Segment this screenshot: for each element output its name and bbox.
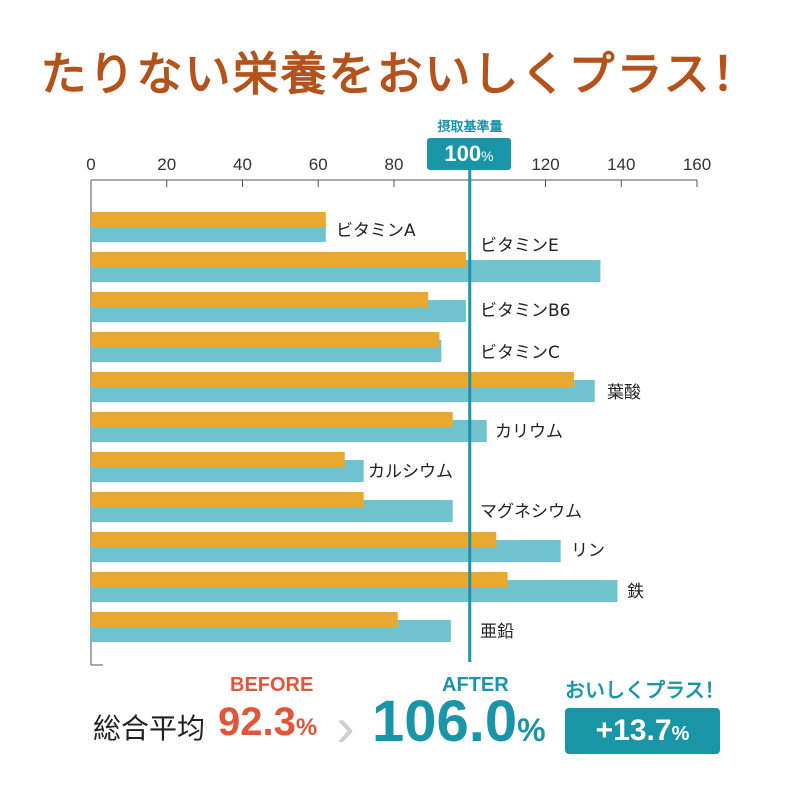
summary-label: 総合平均	[93, 712, 206, 745]
bar-before	[91, 612, 398, 628]
plus-label: おいしくプラス！	[565, 678, 725, 702]
category-label: ビタミンE	[480, 236, 559, 256]
bar-before	[91, 252, 466, 268]
category-label: カルシウム	[368, 462, 453, 482]
before-value: 92.3%	[218, 700, 317, 745]
x-tick-label: 160	[683, 155, 711, 174]
category-label: カリウム	[495, 422, 563, 442]
category-label: ビタミンC	[480, 343, 560, 363]
bar-before	[91, 372, 574, 388]
bar-before	[91, 292, 429, 308]
category-label: リン	[571, 541, 605, 561]
x-tick-label: 20	[157, 155, 176, 174]
chart-title: たりない栄養をおいしくプラス！	[40, 47, 760, 101]
bar-before	[91, 332, 440, 348]
bar-before	[91, 452, 345, 468]
after-value: 106.0%	[372, 688, 546, 755]
reference-value: 100	[444, 141, 482, 166]
x-tick-label: 0	[86, 155, 95, 174]
category-label: 葉酸	[607, 383, 641, 403]
bar-before	[91, 532, 497, 548]
x-tick-label: 120	[531, 155, 559, 174]
category-label: ビタミンA	[336, 221, 416, 241]
plus-unit: %	[671, 723, 690, 745]
bar-before	[91, 212, 326, 228]
x-tick-label: 140	[607, 155, 635, 174]
x-tick-label: 60	[309, 155, 328, 174]
before-unit: %	[295, 714, 318, 741]
bar-before	[91, 492, 364, 508]
chevron-right-icon: ›	[336, 695, 355, 758]
category-label: マグネシウム	[480, 502, 582, 522]
reference-unit: %	[481, 148, 494, 164]
plus-number: +13.7	[595, 714, 672, 747]
category-label: 鉄	[627, 582, 644, 602]
after-label: AFTER	[442, 674, 509, 696]
x-tick-label: 80	[385, 155, 404, 174]
category-label: ビタミンB6	[480, 301, 570, 321]
plus-badge: +13.7%	[565, 708, 720, 754]
before-number: 92.3	[218, 700, 296, 744]
before-label: BEFORE	[230, 674, 314, 696]
reference-label: 摂取基準量	[437, 120, 503, 135]
after-unit: %	[517, 712, 546, 748]
x-tick-label: 40	[233, 155, 252, 174]
bar-before	[91, 412, 453, 428]
category-label: 亜鉛	[480, 622, 514, 642]
after-number: 106.0	[372, 689, 518, 754]
bar-before	[91, 572, 508, 588]
reference-badge: 100%	[427, 138, 511, 170]
